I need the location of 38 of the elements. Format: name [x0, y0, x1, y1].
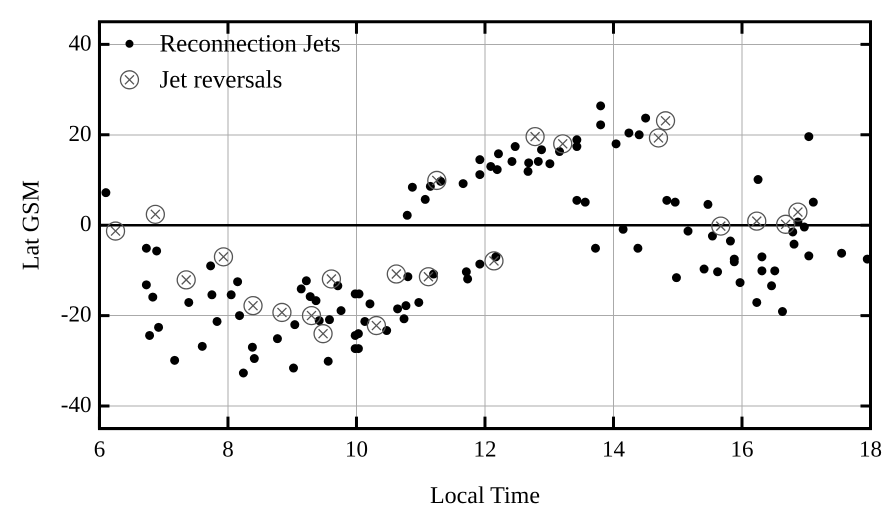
point — [176, 270, 196, 290]
point — [648, 128, 668, 148]
x-tick-label: 8 — [222, 436, 234, 462]
point — [747, 211, 766, 231]
y-tick-label: -40 — [60, 392, 92, 418]
x-tick-label: 10 — [344, 436, 368, 462]
point — [366, 316, 386, 336]
point — [146, 204, 166, 224]
x-axis-title: Local Time — [430, 482, 540, 509]
legend-label: Jet reversals — [159, 66, 282, 94]
point — [243, 296, 263, 316]
point — [313, 324, 333, 344]
x-tick-label: 16 — [730, 436, 754, 462]
point — [484, 251, 504, 271]
x-tick-label: 12 — [473, 436, 496, 462]
point — [214, 247, 234, 266]
point — [302, 306, 322, 326]
point — [106, 221, 126, 241]
point — [711, 216, 730, 236]
y-tick-label: 0 — [80, 211, 92, 236]
x-tick-label: 14 — [602, 436, 626, 462]
x-tick-label: 6 — [94, 436, 106, 462]
point — [525, 126, 545, 146]
y-tick-label: 40 — [68, 30, 92, 56]
point — [776, 214, 796, 234]
y-tick-label: -20 — [60, 302, 92, 327]
point — [427, 170, 446, 190]
point — [553, 134, 572, 154]
legend-label: Reconnection Jets — [159, 30, 341, 58]
point — [418, 267, 438, 286]
point — [322, 269, 342, 289]
x-tick-label: 18 — [859, 436, 882, 462]
y-tick-label: 20 — [68, 120, 92, 146]
point — [788, 202, 808, 222]
point — [386, 264, 406, 284]
y-axis-title: Lat GSM — [18, 180, 45, 270]
point — [656, 111, 676, 130]
point — [272, 302, 292, 322]
